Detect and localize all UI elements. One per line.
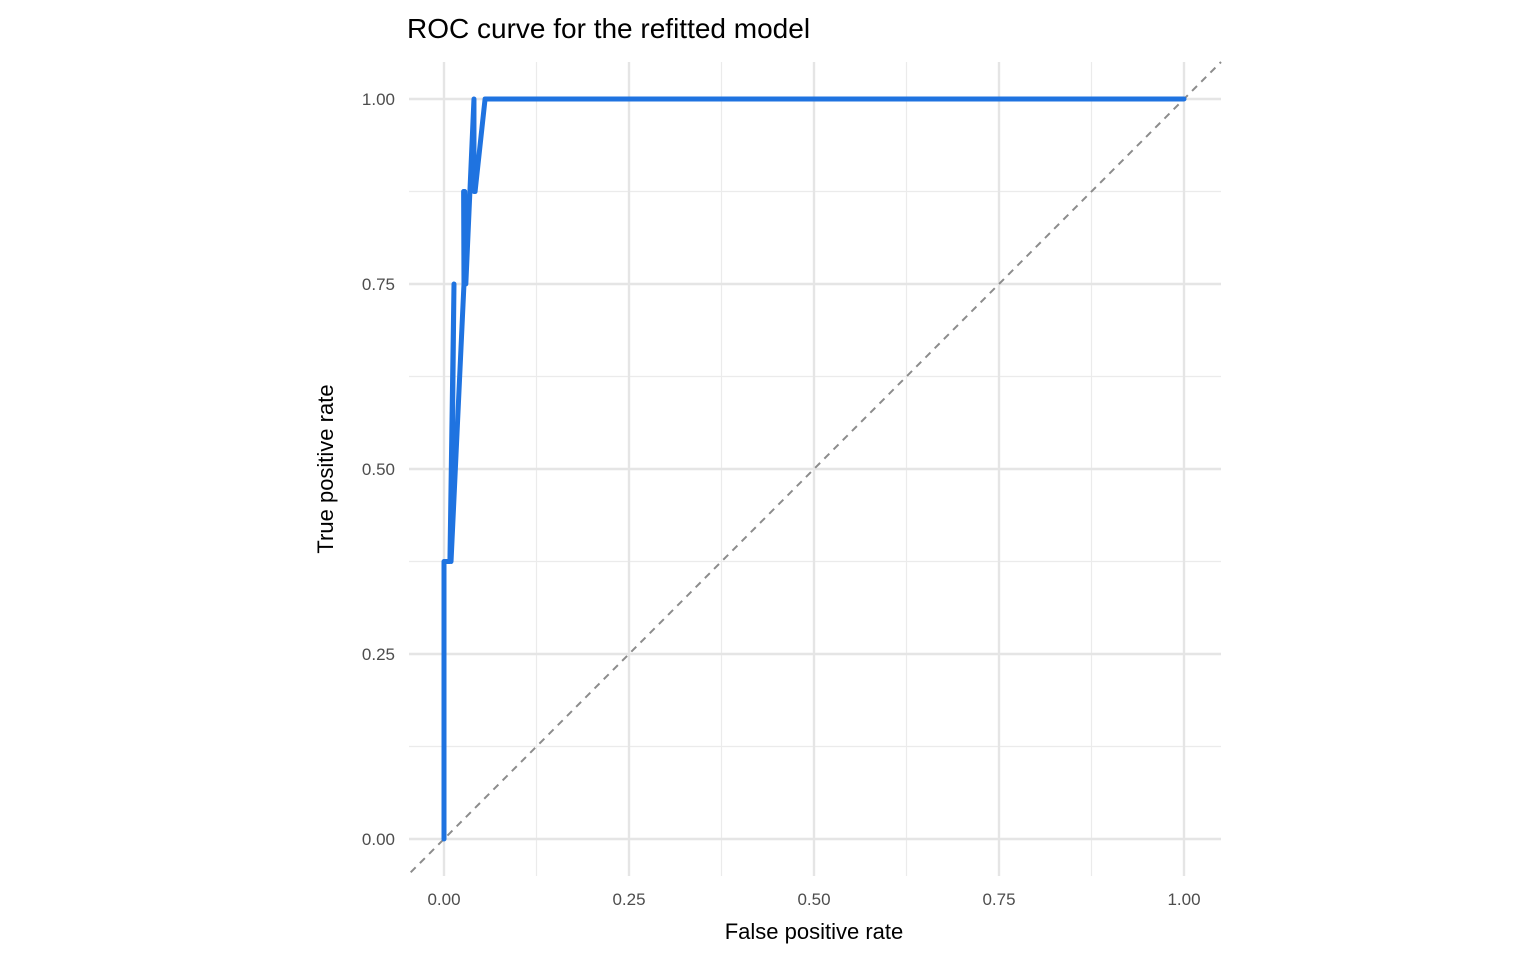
y-tick-label: 0.75 <box>362 275 395 294</box>
grid <box>409 62 1221 876</box>
y-tick-label: 0.50 <box>362 460 395 479</box>
x-tick-label: 0.25 <box>612 890 645 909</box>
x-tick-label: 0.00 <box>427 890 460 909</box>
x-tick-label: 0.75 <box>982 890 1015 909</box>
series-layer <box>409 61 1222 874</box>
chart-title: ROC curve for the refitted model <box>407 13 810 44</box>
y-axis-label: True positive rate <box>313 384 338 553</box>
y-tick-label: 0.00 <box>362 830 395 849</box>
y-tick-label: 1.00 <box>362 90 395 109</box>
x-axis-label: False positive rate <box>725 919 904 944</box>
tick-labels: 0.00 0.25 0.50 0.75 1.00 0.00 0.25 0.50 0.75 1.00 <box>362 90 1201 909</box>
x-tick-label: 1.00 <box>1167 890 1200 909</box>
y-tick-label: 0.25 <box>362 645 395 664</box>
reference-diagonal-line <box>409 61 1222 874</box>
x-tick-label: 0.50 <box>797 890 830 909</box>
roc-curve-line <box>441 96 1187 842</box>
